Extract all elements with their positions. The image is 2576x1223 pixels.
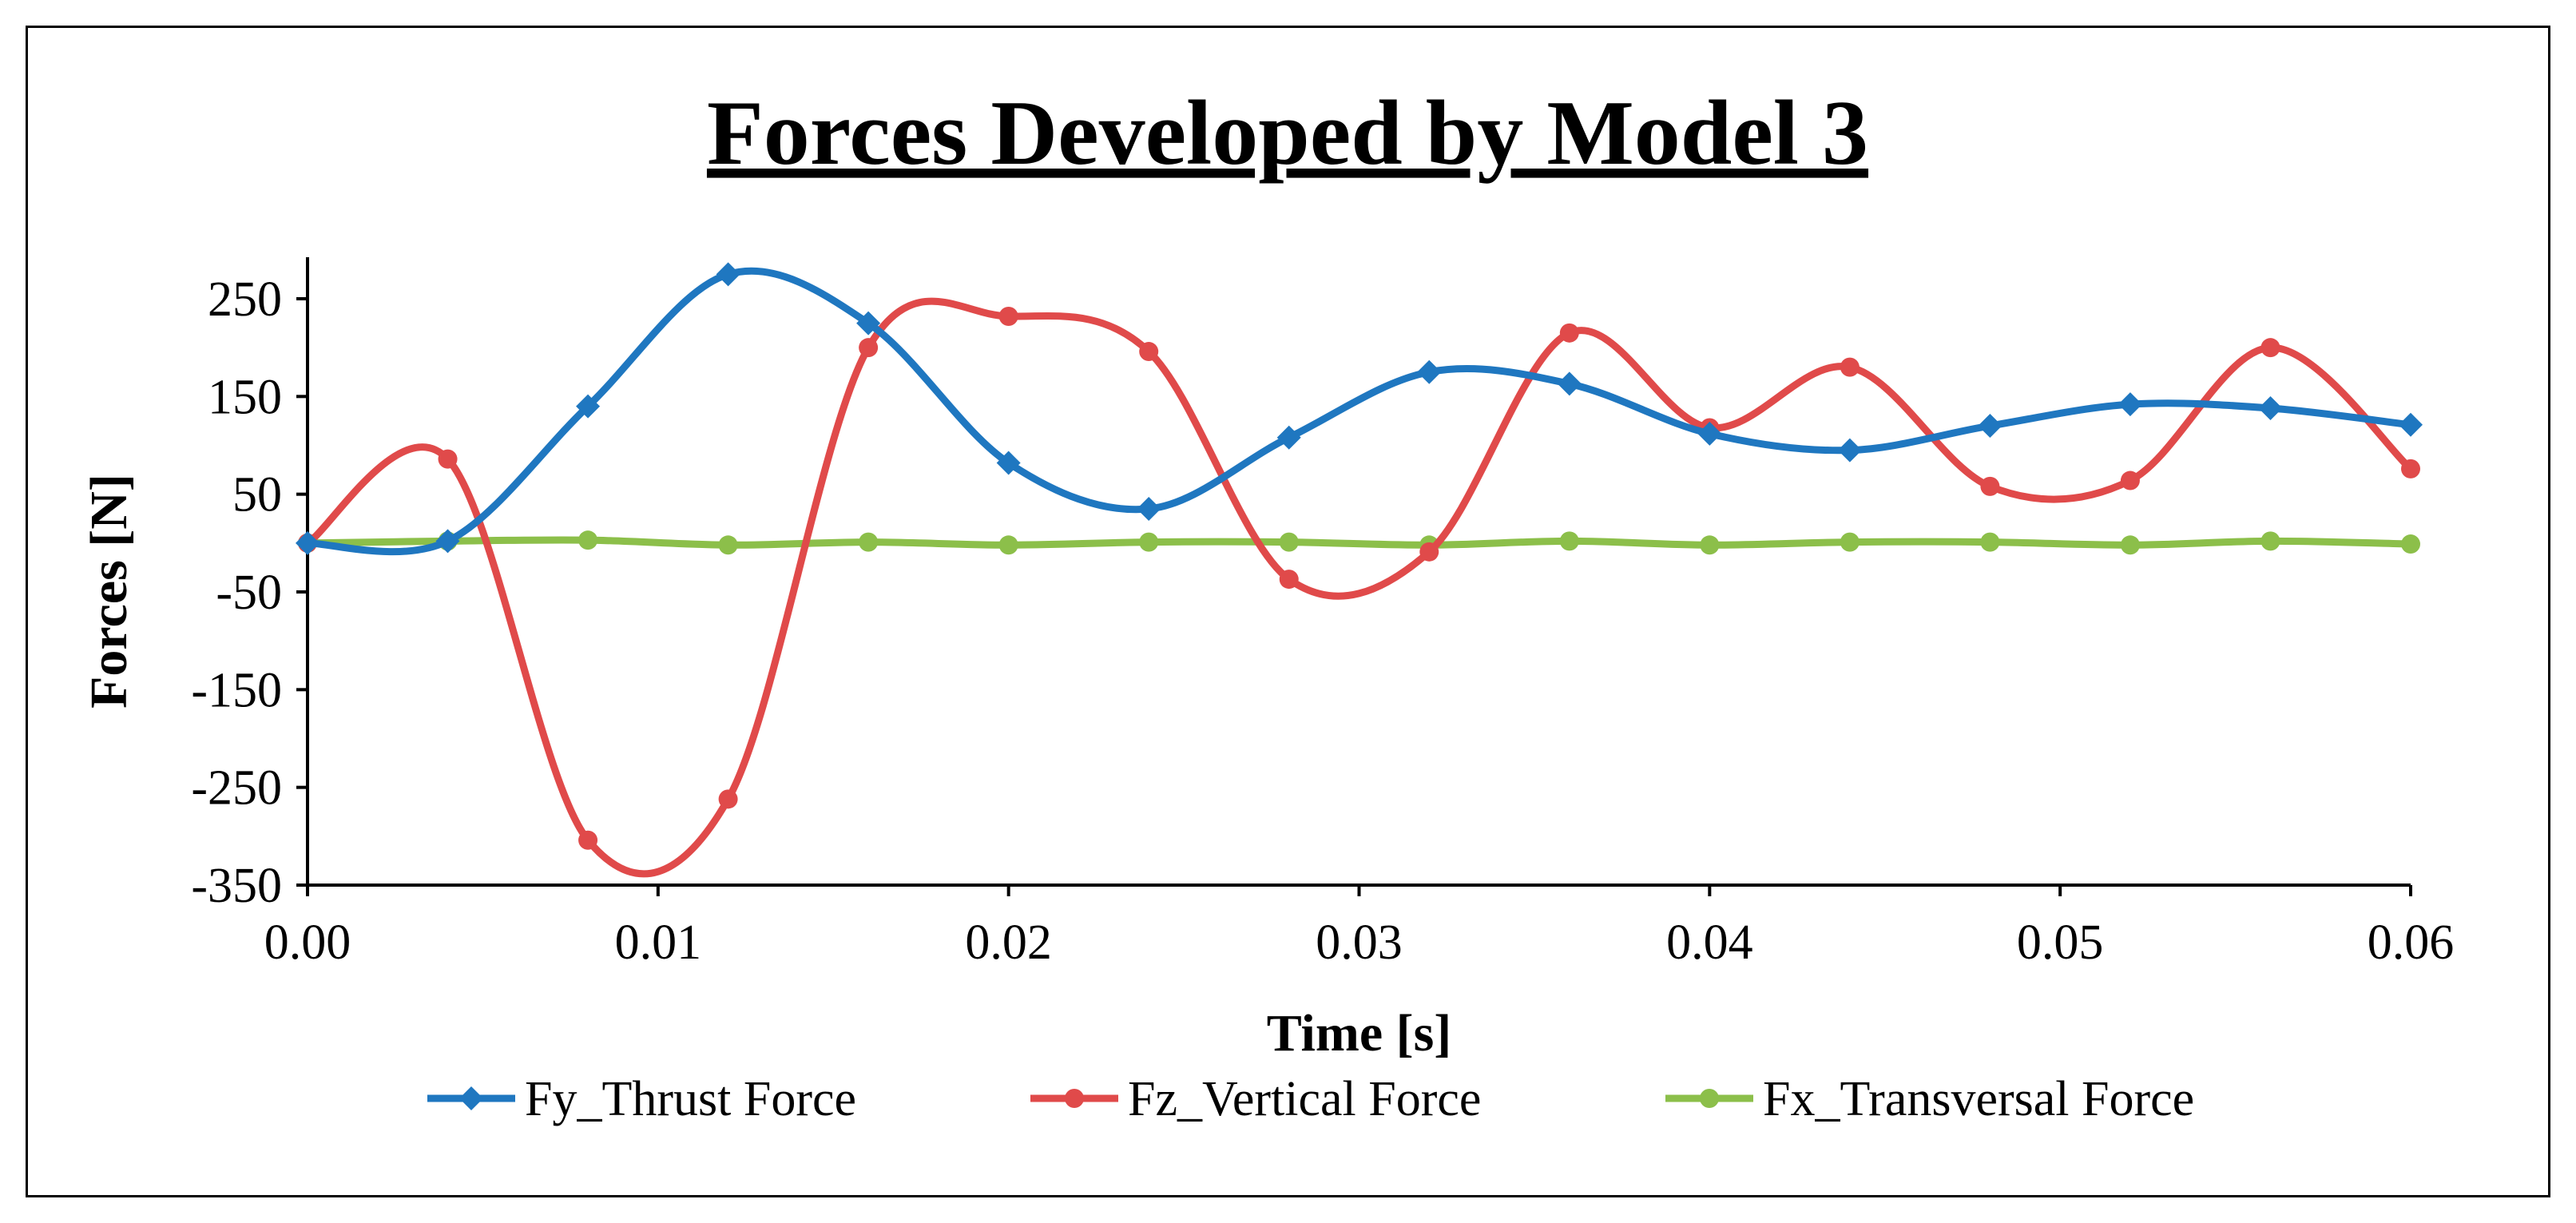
y-tick-label: 50 [232,468,282,522]
x-tick-label: 0.03 [1316,915,1403,970]
data-point-fy [2258,396,2283,421]
data-point-fy [2399,412,2423,437]
data-point-fx [578,530,598,550]
legend-swatch-marker [459,1086,483,1110]
data-point-fx [1700,535,1720,555]
y-axis-label: Forces [N] [80,474,138,709]
x-tick-label: 0.01 [615,915,702,970]
legend-label: Fz_Vertical Force [1128,1072,1481,1126]
series-fx [298,530,2420,555]
x-tick-label: 0.02 [965,915,1052,970]
data-point-fx [1840,532,1860,552]
legend-swatch-marker [1700,1089,1719,1108]
y-tick-label: 250 [208,272,282,327]
data-point-fy [435,529,460,554]
x-tick-label: 0.05 [2017,915,2104,970]
data-point-fx [1279,532,1299,552]
data-point-fy [1697,421,1722,446]
y-tick-label: 150 [208,370,282,424]
data-point-fy [1276,425,1301,450]
axes: 250 150 50 -50 -150 -250 -350 0.00 0.01 0.02 0.03… [191,257,2454,970]
legend-label: Fx_Transversal Force [1763,1072,2194,1126]
data-point-fx [1559,531,1579,551]
data-point-fz [438,449,458,469]
data-point-fz [1279,570,1299,590]
data-point-fz [2401,459,2420,478]
data-point-fz [1139,342,1159,362]
y-ticks: 250 150 50 -50 -150 -250 -350 [191,272,308,913]
data-point-fy [856,311,881,336]
x-tick-label: 0.06 [2368,915,2455,970]
data-point-fy [1137,497,1161,522]
data-point-fz [1559,323,1579,343]
data-point-fx [859,532,879,552]
data-point-fx [2260,531,2280,551]
data-point-fz [859,338,879,358]
data-point-fx [718,535,738,555]
data-point-fz [1840,357,1860,377]
series-fy [296,262,2423,556]
series-line-fz [304,297,2415,878]
legend-label: Fy_Thrust Force [525,1072,856,1126]
data-point-fy [296,530,320,555]
y-tick-label: -50 [216,566,282,620]
legend-item-fy: Fy_Thrust Force [427,1072,856,1126]
data-point-fy [1557,371,1582,396]
data-point-fz [1419,542,1439,562]
chart-title: Forces Developed by Model 3 [707,82,1868,185]
data-point-fy [1417,359,1442,384]
x-tick-label: 0.04 [1666,915,1753,970]
y-tick-label: -250 [191,761,282,816]
data-point-fy [2118,392,2142,417]
series-fz [298,297,2420,878]
data-point-fx [1139,532,1159,552]
data-point-fz [2120,471,2140,490]
x-tick-label: 0.00 [264,915,351,970]
legend-swatch-marker [1065,1089,1084,1108]
x-ticks: 0.00 0.01 0.02 0.03 0.04 0.05 0.06 [264,885,2455,970]
data-point-fy [716,262,740,287]
data-point-fz [578,830,598,850]
data-point-fx [2120,535,2140,555]
legend: Fy_Thrust Force Fz_Vertical Force Fx_Trans… [427,1072,2194,1126]
data-point-fx [1980,532,2000,552]
data-point-fy [996,451,1021,475]
data-point-fy [576,394,601,419]
data-point-fx [998,535,1018,555]
chart-frame [26,26,2550,1197]
data-point-fy [1978,414,2002,439]
series-line-fy [304,267,2415,556]
data-point-fx [2401,534,2420,554]
data-point-fz [718,789,738,809]
legend-item-fz: Fz_Vertical Force [1030,1072,1481,1126]
x-axis-label: Time [s] [1267,1004,1452,1062]
data-point-fy [1837,438,1862,463]
data-point-fz [2260,338,2280,358]
y-tick-label: -350 [191,859,282,913]
series-line-fx [304,536,2415,549]
data-point-fz [1980,476,2000,496]
chart-title-group: Forces Developed by Model 3 [707,82,1868,185]
legend-item-fx: Fx_Transversal Force [1665,1072,2194,1126]
data-point-fz [998,307,1018,327]
y-tick-label: -150 [191,663,282,717]
series-group [296,262,2423,878]
